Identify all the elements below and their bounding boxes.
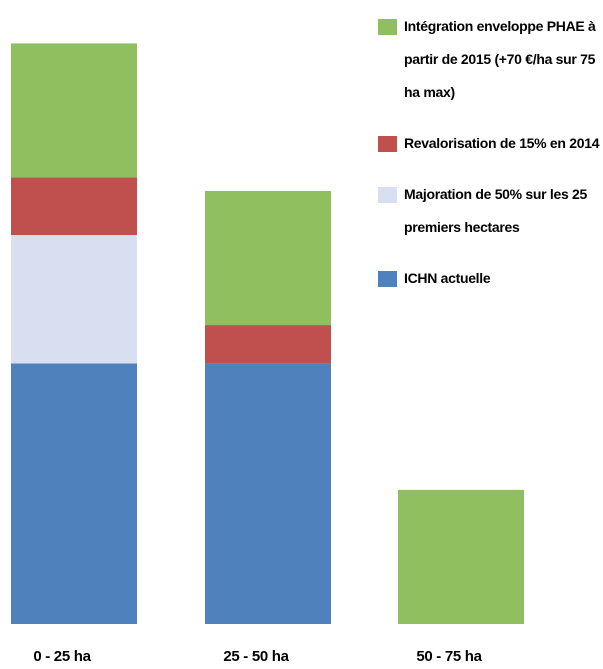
legend-line: Majoration de 50% sur les 25 bbox=[404, 186, 591, 202]
legend-swatch bbox=[378, 271, 397, 287]
legend-swatch bbox=[378, 19, 397, 35]
bar-segment bbox=[205, 190, 331, 326]
legend-label: ICHN actuelle bbox=[404, 270, 491, 286]
bar-segment bbox=[205, 325, 331, 364]
legend-line: ICHN actuelle bbox=[404, 270, 491, 286]
bar-segment bbox=[398, 489, 524, 624]
legend-line: premiers hectares bbox=[404, 219, 520, 235]
legend-line: ha max) bbox=[404, 84, 455, 100]
legend-label: Revalorisation de 15% en 2014 bbox=[404, 135, 600, 151]
x-tick-label: 50 - 75 ha bbox=[416, 648, 482, 665]
legend-line: partir de 2015 (+70 €/ha sur 75 bbox=[404, 51, 599, 67]
legend-swatch bbox=[378, 136, 397, 152]
x-tick-label: 25 - 50 ha bbox=[223, 648, 289, 665]
bar-segment bbox=[11, 43, 137, 178]
bar-segment bbox=[11, 177, 137, 236]
bar-segment bbox=[11, 363, 137, 624]
legend-line: Intégration enveloppe PHAE à bbox=[404, 18, 599, 34]
bar-segment bbox=[205, 363, 331, 624]
bar-segment bbox=[11, 235, 137, 364]
legend-label: Majoration de 50% sur les 25 premiers he… bbox=[404, 186, 591, 235]
legend-line: Revalorisation de 15% en 2014 bbox=[404, 135, 600, 151]
legend-swatch bbox=[378, 187, 397, 203]
legend-label: Intégration enveloppe PHAE à partir de 2… bbox=[404, 18, 599, 100]
x-tick-label: 0 - 25 ha bbox=[33, 648, 91, 665]
